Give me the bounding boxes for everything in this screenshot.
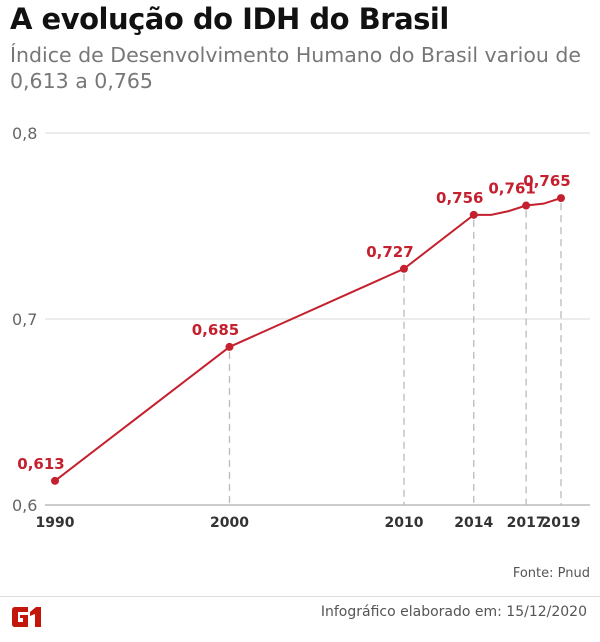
y-tick-label: 0,6	[12, 496, 37, 515]
series-line	[54, 197, 562, 482]
g1-logo	[12, 607, 41, 627]
chart-subtitle: Índice de Desenvolvimento Humano do Bras…	[10, 43, 582, 93]
data-label: 0,756	[436, 189, 483, 207]
data-point	[557, 194, 565, 203]
data-point	[469, 210, 478, 219]
x-tick-label: 1990	[36, 515, 75, 531]
data-point	[522, 201, 531, 210]
footer-divider	[0, 596, 600, 597]
x-tick-label: 2019	[542, 515, 581, 531]
data-label: 0,761	[488, 180, 535, 198]
y-tick-label: 0,8	[12, 124, 37, 143]
x-tick-label: 2014	[454, 515, 493, 531]
chart-title: A evolução do IDH do Brasil	[10, 2, 449, 36]
data-label: 0,685	[192, 321, 239, 339]
x-tick-label: 2000	[210, 515, 249, 531]
data-point	[225, 342, 234, 351]
x-tick-label: 2010	[384, 515, 423, 531]
x-tick-label: 2017	[507, 515, 546, 531]
data-label: 0,613	[17, 455, 64, 473]
data-point	[51, 476, 59, 485]
data-label: 0,765	[523, 172, 570, 190]
source-note: Fonte: Pnud	[512, 566, 590, 581]
y-tick-label: 0,7	[12, 310, 37, 329]
credit-note: Infográfico elaborado em: 15/12/2020	[320, 604, 587, 620]
data-point	[399, 264, 408, 273]
data-label: 0,727	[366, 243, 413, 261]
